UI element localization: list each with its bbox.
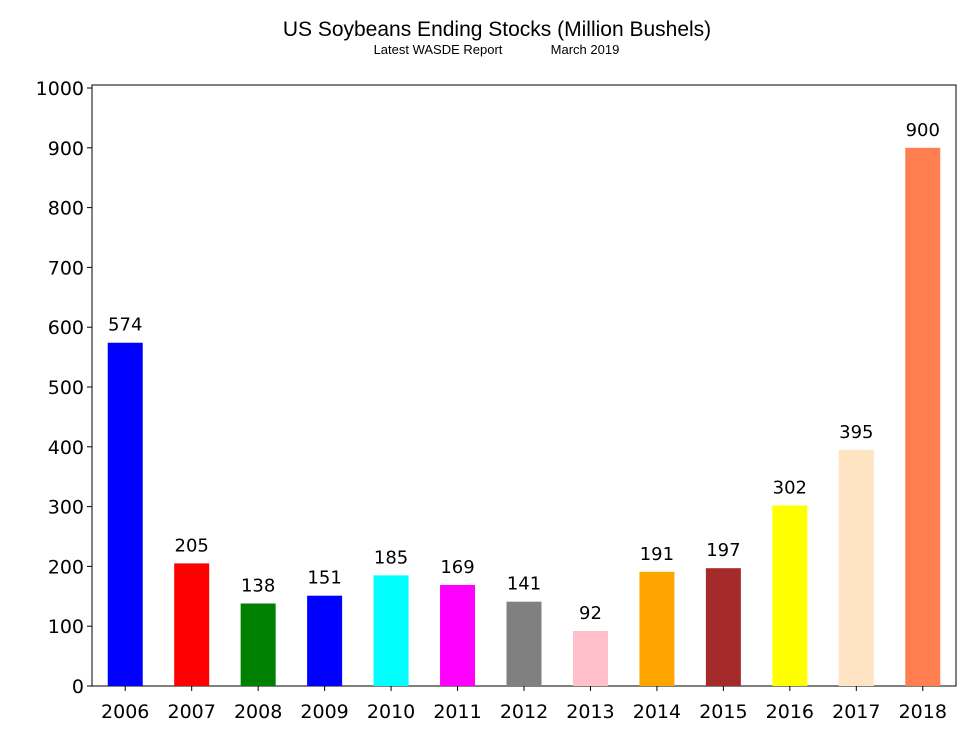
data-label-2008: 138 <box>241 575 275 596</box>
bar-2017 <box>838 449 874 686</box>
bar-2008 <box>240 603 276 686</box>
x-tick-label-2008: 2008 <box>234 701 282 723</box>
data-label-2009: 151 <box>307 568 341 589</box>
y-tick-label: 300 <box>48 497 84 519</box>
x-tick-label-2015: 2015 <box>699 701 747 723</box>
y-tick-label: 800 <box>48 198 84 220</box>
data-label-2018: 900 <box>906 120 940 141</box>
x-tick-label-2013: 2013 <box>566 701 614 723</box>
y-tick-label: 600 <box>48 317 84 339</box>
bar-2015 <box>705 568 741 686</box>
data-label-2011: 169 <box>440 557 474 578</box>
bars: 574 205 138 151 185 169 141 92 191 197 302 395 900 <box>107 120 941 687</box>
data-label-2007: 205 <box>175 535 209 556</box>
y-tick-label: 400 <box>48 437 84 459</box>
y-tick-label: 700 <box>48 257 84 279</box>
x-tick-label-2014: 2014 <box>633 701 681 723</box>
y-tick-label: 0 <box>72 676 84 698</box>
x-tick-label-2010: 2010 <box>367 701 415 723</box>
y-tick-label: 200 <box>48 556 84 578</box>
x-tick-label-2009: 2009 <box>300 701 348 723</box>
bar-2006 <box>107 342 143 686</box>
chart-title: US Soybeans Ending Stocks (Million Bushe… <box>283 18 711 41</box>
x-axis: 2006 2007 2008 2009 2010 2011 2012 2013 2014 2015… <box>101 686 947 723</box>
bar-2007 <box>174 563 210 686</box>
data-label-2015: 197 <box>706 540 740 561</box>
data-label-2013: 92 <box>579 603 602 624</box>
bar-2014 <box>639 571 675 686</box>
x-tick-label-2007: 2007 <box>168 701 216 723</box>
x-tick-label-2006: 2006 <box>101 701 149 723</box>
data-label-2016: 302 <box>773 477 807 498</box>
bar-2012 <box>506 601 542 686</box>
x-tick-label-2018: 2018 <box>899 701 947 723</box>
y-tick-label: 1000 <box>36 78 84 100</box>
y-tick-label: 500 <box>48 377 84 399</box>
data-label-2017: 395 <box>839 422 873 443</box>
data-label-2014: 191 <box>640 544 674 565</box>
bar-2010 <box>373 575 409 686</box>
x-tick-label-2012: 2012 <box>500 701 548 723</box>
bar-2018 <box>905 147 941 687</box>
bar-2013 <box>572 630 608 686</box>
chart-subtitle-report: Latest WASDE Report <box>374 42 503 57</box>
bar-2009 <box>307 595 343 686</box>
y-tick-label: 900 <box>48 138 84 160</box>
x-tick-label-2017: 2017 <box>832 701 880 723</box>
data-label-2006: 574 <box>108 315 142 336</box>
y-tick-label: 100 <box>48 616 84 638</box>
x-tick-label-2016: 2016 <box>766 701 814 723</box>
data-label-2010: 185 <box>374 547 408 568</box>
chart-subtitle-date: March 2019 <box>551 42 620 57</box>
plot-frame <box>91 84 957 687</box>
bar-2011 <box>440 584 476 686</box>
x-tick-label-2011: 2011 <box>433 701 481 723</box>
y-axis: 0 100 200 300 400 500 600 700 800 900 1000 <box>36 78 92 698</box>
data-label-2012: 141 <box>507 574 541 595</box>
bar-2016 <box>772 505 808 686</box>
